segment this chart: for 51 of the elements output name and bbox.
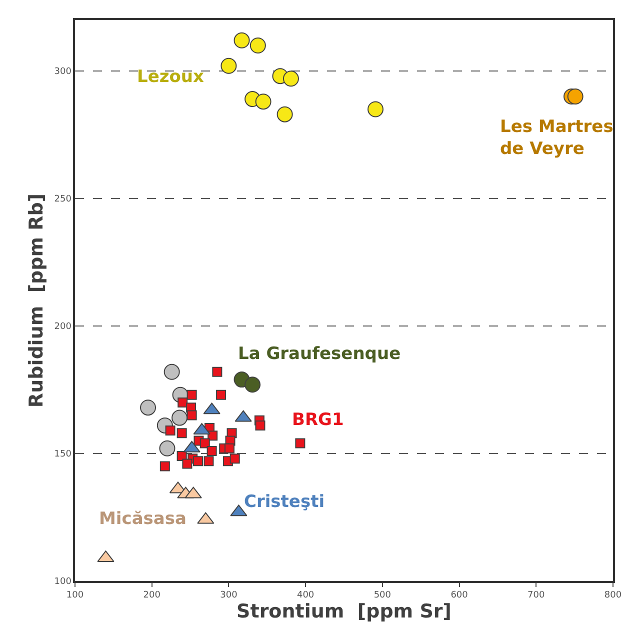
point (295, 438, 306, 448)
x-axis-title: Strontium [ppm Sr] (236, 600, 452, 623)
point (182, 458, 192, 469)
point (216, 390, 226, 400)
point (368, 101, 384, 118)
x-tick-label: 300 (220, 590, 238, 601)
point (255, 94, 272, 110)
point (234, 32, 250, 48)
point (206, 446, 217, 456)
x-tick-label: 600 (450, 590, 468, 601)
x-tick-label: 400 (296, 590, 314, 601)
point (255, 420, 266, 430)
point (230, 454, 240, 464)
y-tick-label: 300 (54, 67, 72, 78)
y-tick-label: 200 (54, 322, 72, 332)
point (282, 70, 299, 87)
point (224, 443, 234, 454)
series-label: Lezoux (137, 67, 204, 87)
point (276, 106, 293, 122)
text: Les Martres de Veyre (500, 117, 614, 160)
y-tick-label: 150 (54, 450, 72, 460)
x-tick-label: 100 (66, 590, 84, 601)
point (250, 38, 266, 54)
point (165, 426, 176, 436)
point (244, 376, 261, 393)
y-tick-label: 250 (54, 194, 72, 205)
y-axis-title: Rubidium [ppm Rb] (26, 193, 48, 408)
x-tick-label: 500 (374, 590, 392, 601)
point (204, 456, 214, 466)
point (164, 364, 180, 380)
point (200, 438, 210, 448)
series-label: Cristeşti (244, 492, 325, 512)
point (192, 456, 203, 466)
point (567, 88, 584, 104)
point (186, 390, 197, 400)
point (176, 428, 187, 438)
point (140, 400, 156, 416)
x-tick-label: 700 (528, 590, 545, 601)
y-tick-label: 100 (54, 577, 72, 588)
point (186, 410, 197, 420)
point (159, 440, 176, 456)
point (160, 461, 170, 472)
point (178, 398, 188, 408)
x-tick-label: 200 (143, 590, 161, 601)
series-label: La Graufesenque (238, 344, 401, 364)
point (212, 366, 222, 377)
series-label: Micăsasa (99, 509, 186, 529)
point (220, 58, 237, 74)
point (172, 410, 188, 426)
x-tick-label: 800 (604, 590, 622, 601)
series-label: BRG1 (292, 410, 344, 430)
